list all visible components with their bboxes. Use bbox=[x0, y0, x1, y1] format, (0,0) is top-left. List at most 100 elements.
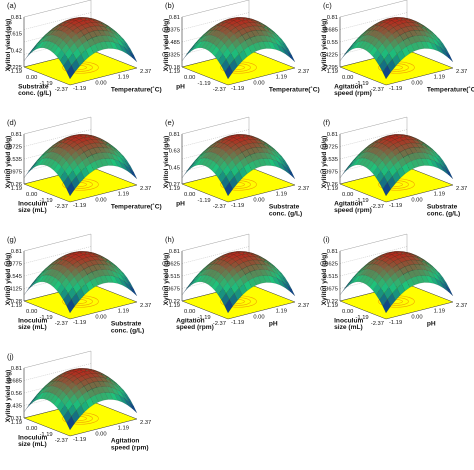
x-axis-label: Agitation speed (rpm) bbox=[176, 317, 214, 331]
surface-facet bbox=[128, 167, 138, 180]
y-tick-label: 2.37 bbox=[298, 69, 309, 75]
y-axis-label: Agitation speed (rpm) bbox=[111, 438, 149, 452]
z-axis-label: Xylitol yield (g/g) bbox=[163, 253, 170, 306]
surface-panel: 0.810.6850.550.42250.2951.190.00-1.19-2.… bbox=[320, 0, 474, 97]
grid-line bbox=[181, 12, 250, 30]
z-axis-label: Xylitol yield (g/g) bbox=[321, 19, 328, 72]
x-tick-label: -1.19 bbox=[355, 81, 368, 87]
z-tick-label: 0.45 bbox=[169, 165, 180, 171]
x-tick-label: 0.00 bbox=[342, 75, 353, 81]
y-axis-label: Temperature(˚C) bbox=[269, 86, 320, 94]
x-axis-label: Agitation speed (rpm) bbox=[334, 83, 372, 97]
z-tick-label: 0.545 bbox=[7, 274, 22, 280]
y-axis-label: pH bbox=[269, 321, 278, 328]
z-tick-label: 0.31 bbox=[11, 416, 22, 422]
x-tick-label: -1.19 bbox=[197, 198, 210, 204]
y-tick-label: 2.37 bbox=[298, 186, 309, 192]
y-tick-label: -1.19 bbox=[73, 320, 86, 326]
y-tick-label: -1.19 bbox=[73, 203, 86, 209]
y-tick-label: 1.19 bbox=[118, 192, 129, 198]
z-tick-label: 0.22 bbox=[327, 299, 338, 305]
y-tick-label: 1.19 bbox=[118, 426, 129, 432]
x-axis-label: Inoculum size (mL) bbox=[18, 434, 47, 448]
panel-label: (e) bbox=[165, 118, 175, 127]
x-tick-label: -1.19 bbox=[197, 81, 210, 87]
z-tick-label: 0.435 bbox=[7, 404, 22, 410]
z-axis-label: Xylitol yield (g/g) bbox=[5, 253, 12, 306]
y-tick-label: 0.00 bbox=[411, 80, 422, 86]
z-tick-label: 0.685 bbox=[7, 379, 22, 385]
y-tick-label: 0.00 bbox=[95, 197, 106, 203]
x-tick-label: 1.19 bbox=[11, 303, 22, 309]
x-tick-label: -1.19 bbox=[39, 81, 52, 87]
z-tick-label: 0.81 bbox=[11, 366, 22, 372]
z-tick-label: 0.6375 bbox=[162, 28, 180, 34]
x-tick-label: 1.19 bbox=[327, 69, 338, 75]
y-tick-label: 2.37 bbox=[140, 186, 151, 192]
surface-facet bbox=[128, 401, 138, 414]
surface-panel: 0.810.66250.5150.36750.221.190.00-1.19-2… bbox=[162, 233, 309, 331]
z-tick-label: 0.4125 bbox=[4, 287, 22, 293]
z-axis-label: Xylitol yield (g/g) bbox=[321, 253, 328, 306]
x-tick-label: 0.00 bbox=[184, 309, 195, 315]
y-tick-label: -1.19 bbox=[389, 203, 402, 209]
z-tick-label: 0.485 bbox=[165, 40, 180, 46]
z-axis-label: Xylitol yield (g/g) bbox=[5, 370, 12, 423]
z-tick-label: 0.55 bbox=[327, 40, 338, 46]
z-tick-label: 0.3975 bbox=[4, 170, 22, 176]
z-tick-label: 0.225 bbox=[7, 65, 22, 71]
y-tick-label: 1.19 bbox=[434, 309, 445, 315]
x-axis-label: pH bbox=[176, 200, 185, 207]
y-tick-label: 2.37 bbox=[298, 303, 309, 309]
z-tick-label: 0.81 bbox=[169, 249, 180, 255]
z-tick-label: 0.685 bbox=[323, 28, 338, 34]
x-axis-label: Substrate conc. (g/L) bbox=[18, 83, 51, 97]
x-tick-label: 1.19 bbox=[327, 303, 338, 309]
z-tick-label: 0.81 bbox=[327, 15, 338, 21]
surface-panel: 0.810.67250.5350.39750.261.190.00-1.19-2… bbox=[4, 116, 162, 214]
x-tick-label: 0.00 bbox=[26, 75, 37, 81]
y-tick-label: -1.19 bbox=[231, 203, 244, 209]
z-tick-label: 0.81 bbox=[11, 249, 22, 255]
x-tick-label: 0.00 bbox=[184, 75, 195, 81]
z-tick-label: 0.6625 bbox=[320, 262, 338, 268]
z-tick-label: 0.42 bbox=[11, 48, 22, 54]
surface-facet bbox=[286, 284, 296, 297]
y-tick-label: -1.19 bbox=[73, 86, 86, 92]
z-tick-label: 0.515 bbox=[323, 274, 338, 280]
y-tick-label: 0.00 bbox=[253, 80, 264, 86]
grid-line bbox=[181, 246, 250, 264]
y-tick-label: 0.00 bbox=[411, 314, 422, 320]
z-tick-label: 0.295 bbox=[323, 65, 338, 71]
z-tick-label: 0.3675 bbox=[162, 287, 180, 293]
panel-label: (j) bbox=[7, 352, 14, 361]
panel-label: (a) bbox=[7, 1, 17, 10]
y-tick-label: 2.37 bbox=[456, 303, 467, 309]
panel-label: (d) bbox=[7, 118, 17, 127]
x-tick-label: 1.19 bbox=[11, 69, 22, 75]
x-tick-label: 1.19 bbox=[169, 69, 180, 75]
x-axis-label: Inoculum size (mL) bbox=[18, 317, 47, 331]
y-tick-label: 1.19 bbox=[434, 192, 445, 198]
x-tick-label: -2.37 bbox=[371, 87, 384, 93]
z-axis-label: Xylitol yield (g/g) bbox=[5, 19, 12, 72]
z-tick-label: 0.3975 bbox=[320, 170, 338, 176]
x-tick-label: 1.19 bbox=[169, 303, 180, 309]
z-tick-label: 0.28 bbox=[11, 299, 22, 305]
x-tick-label: -2.37 bbox=[371, 204, 384, 210]
grid-line bbox=[339, 246, 408, 264]
y-axis-label: Temperature(˚C) bbox=[111, 86, 162, 94]
z-tick-label: 0.535 bbox=[323, 157, 338, 163]
panel-label: (h) bbox=[165, 235, 175, 244]
surface-facet bbox=[128, 284, 138, 297]
z-tick-label: 0.6725 bbox=[4, 145, 22, 151]
y-tick-label: 1.19 bbox=[118, 75, 129, 81]
y-tick-label: 1.19 bbox=[118, 309, 129, 315]
surface-facet bbox=[444, 284, 454, 297]
x-tick-label: -2.37 bbox=[371, 321, 384, 327]
z-tick-label: 0.81 bbox=[327, 249, 338, 255]
surface-panel: 0.810.6150.420.2251.190.00-1.19-2.37Subs… bbox=[5, 0, 162, 97]
z-tick-label: 0.26 bbox=[327, 182, 338, 188]
x-tick-label: 1.19 bbox=[11, 186, 22, 192]
